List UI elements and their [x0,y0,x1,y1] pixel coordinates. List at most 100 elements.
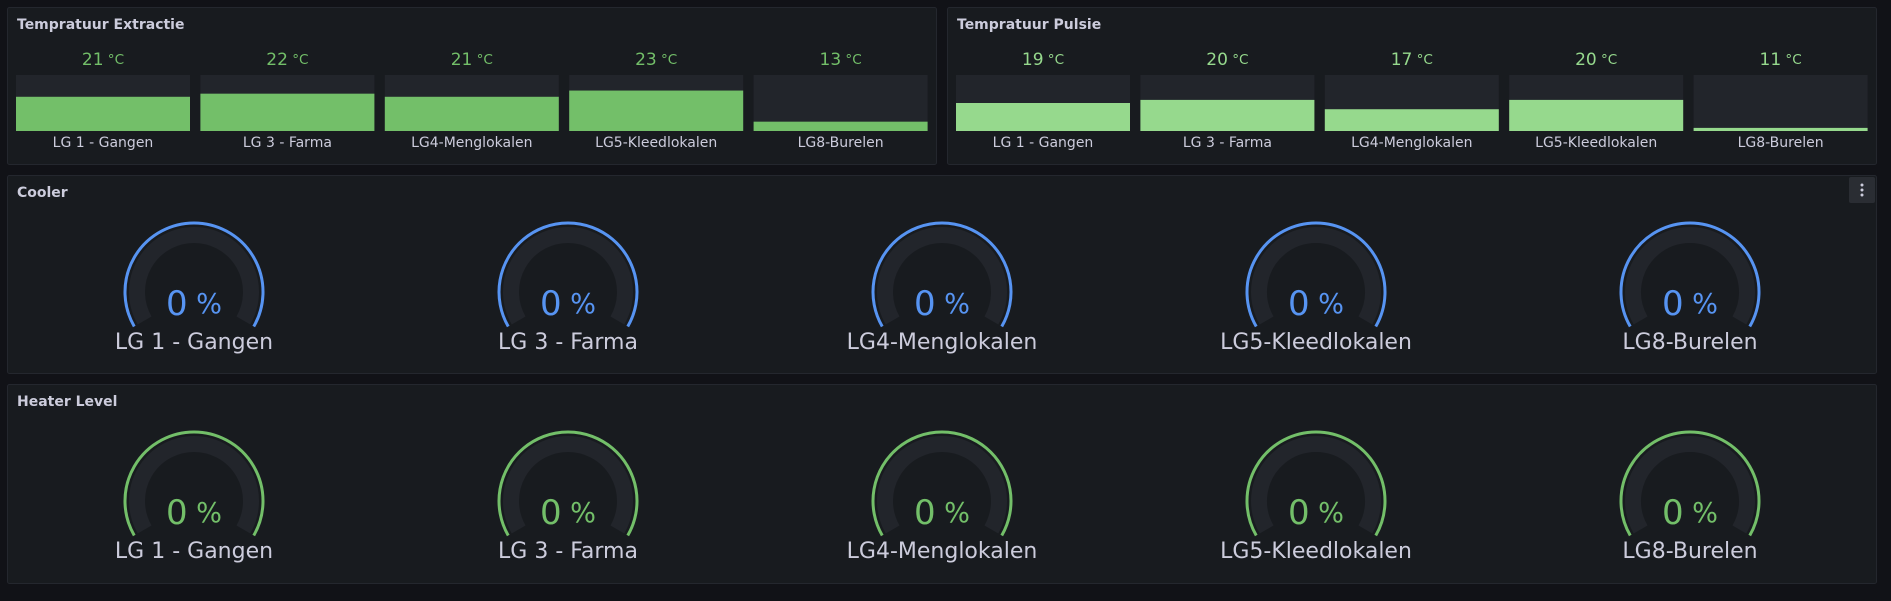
value-label: 13 °C [820,50,862,70]
value-number: 0 [914,284,936,324]
value-number: 13 [820,50,842,70]
panel-menu[interactable] [1849,177,1875,203]
gauge-track [503,436,633,534]
panel: Cooler 0 % LG 1 - Gangen 0 % LG 3 - Farma 0 % LG4… [7,175,1877,374]
panel-title: Tempratuur Pulsie [957,17,1101,33]
bar [16,96,190,131]
value-unit: % [1692,498,1718,529]
value-number: 0 [166,493,188,533]
value-label: 0% [166,284,222,324]
value-unit: °C [661,52,677,68]
bar [569,90,744,131]
gauge-label: LG 1 - Gangen [115,330,273,355]
value-number: 0 [1288,284,1310,324]
value-number: 20 [1575,50,1597,70]
bar-track [1693,75,1868,131]
value-unit: % [196,289,222,320]
bar [1693,127,1868,131]
gauge-label: LG8-Burelen [1622,539,1757,564]
value-number: 0 [540,284,562,324]
value-label: 21 °C [451,50,493,70]
value-label: 0% [914,284,970,324]
bar-label: LG8-Burelen [1738,135,1824,151]
value-label: 0% [166,493,222,533]
value-number: 0 [1288,493,1310,533]
bar-label: LG4-Menglokalen [411,135,532,151]
gauge-threshold [123,221,265,328]
gauge-track [1251,436,1381,534]
gauge-label: LG 3 - Farma [498,539,638,564]
gauge-label: LG 3 - Farma [498,330,638,355]
value-number: 21 [451,50,473,70]
panel: Heater Level 0 % LG 1 - Gangen 0 % LG 3 - Farm… [7,384,1877,584]
value-unit: % [944,498,970,529]
value-number: 0 [1662,493,1684,533]
value-unit: % [196,498,222,529]
value-label: 20 °C [1575,50,1617,70]
bar-label: LG4-Menglokalen [1351,135,1472,151]
gauge-label: LG8-Burelen [1622,330,1757,355]
gauge-label: LG4-Menglokalen [847,539,1038,564]
value-unit: °C [1232,52,1248,68]
value-unit: °C [1785,52,1801,68]
panel-frame [7,175,1877,374]
panel-title: Tempratuur Extractie [17,17,184,33]
gauge-track [129,436,259,534]
gauge-threshold [871,221,1013,328]
value-label: 0% [1662,284,1718,324]
gauge-track [877,436,1007,534]
value-unit: % [1318,289,1344,320]
gauge-track [1251,227,1381,325]
bar [1324,109,1499,131]
value-number: 0 [540,493,562,533]
value-label: 11 °C [1760,50,1802,70]
menu-dot [1860,183,1864,187]
value-number: 21 [82,50,104,70]
bar [956,103,1130,131]
value-number: 11 [1760,50,1782,70]
gauge-threshold [1619,221,1761,328]
bar [753,121,928,131]
value-number: 0 [914,493,936,533]
value-label: 0% [914,493,970,533]
value-unit: °C [1048,52,1064,68]
value-label: 21 °C [82,50,124,70]
bar-label: LG8-Burelen [798,135,884,151]
bar-label: LG 3 - Farma [243,135,332,151]
value-label: 20 °C [1206,50,1248,70]
bar-label: LG5-Kleedlokalen [1535,135,1657,151]
gauge-track [1625,227,1755,325]
gauge-threshold [1619,430,1761,537]
gauge-threshold [497,221,639,328]
gauge-threshold [123,430,265,537]
gauge-label: LG4-Menglokalen [847,330,1038,355]
value-unit: °C [845,52,861,68]
value-unit: °C [477,52,493,68]
panel-frame [7,384,1877,584]
value-unit: % [570,498,596,529]
gauge-label: LG 1 - Gangen [115,539,273,564]
panel-title: Heater Level [17,394,117,410]
value-unit: % [1318,498,1344,529]
menu-dot [1860,193,1864,197]
value-label: 0% [1662,493,1718,533]
value-number: 19 [1022,50,1044,70]
value-number: 23 [635,50,657,70]
bar [1509,99,1684,131]
value-unit: % [944,289,970,320]
value-label: 0% [540,493,596,533]
bar [1140,99,1315,131]
value-unit: °C [108,52,124,68]
gauge-threshold [1245,221,1387,328]
value-unit: % [1692,289,1718,320]
value-label: 19 °C [1022,50,1064,70]
bar-label: LG5-Kleedlokalen [595,135,717,151]
value-number: 20 [1206,50,1228,70]
value-number: 0 [1662,284,1684,324]
bar [384,96,559,131]
gauge-track [503,227,633,325]
gauge-track [877,227,1007,325]
